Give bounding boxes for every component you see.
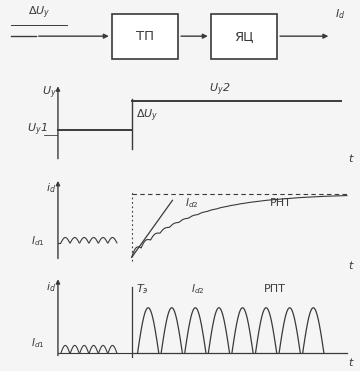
Text: ЯЦ: ЯЦ [234,30,253,43]
Text: i$_d$: i$_d$ [46,181,57,194]
FancyBboxPatch shape [211,14,277,59]
Text: I$_d$: I$_d$ [335,7,345,21]
Text: i$_d$: i$_d$ [46,280,57,294]
Text: U$_y$: U$_y$ [41,85,57,101]
Text: I$_{d2}$: I$_{d2}$ [191,282,204,295]
Text: РНТ: РНТ [270,198,292,208]
Text: $\Delta$U$_y$: $\Delta$U$_y$ [28,4,51,21]
FancyBboxPatch shape [112,14,178,59]
Text: РПТ: РПТ [264,283,286,293]
Text: t: t [348,261,353,271]
Text: ТП: ТП [136,30,154,43]
Text: t: t [348,358,353,368]
Text: U$_y$2: U$_y$2 [210,81,231,98]
Text: $\Delta$U$_y$: $\Delta$U$_y$ [136,107,159,124]
Text: T$_э$: T$_э$ [136,282,149,295]
Text: t: t [348,154,353,164]
Text: I$_{d1}$: I$_{d1}$ [31,234,45,249]
Text: I$_{d1}$: I$_{d1}$ [31,336,45,349]
Text: I$_{d2}$: I$_{d2}$ [185,196,198,210]
Text: U$_y$1: U$_y$1 [27,122,48,138]
